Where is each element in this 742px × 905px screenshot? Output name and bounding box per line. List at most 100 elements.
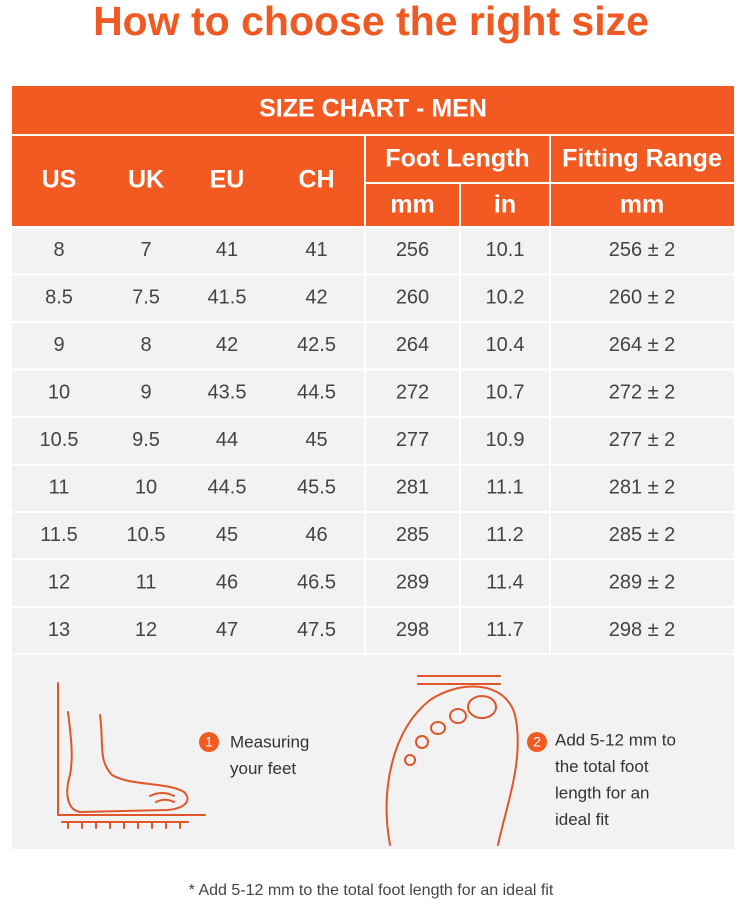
cell: 47 [216,619,238,641]
cell: 298 ± 2 [609,619,676,641]
cell: 10.9 [486,429,525,451]
column-header: US [42,166,77,194]
cell: 8 [53,239,64,261]
cell: 43.5 [208,382,247,404]
row-bg [12,228,734,274]
cell: 11.2 [486,524,523,546]
cell: 10.7 [486,382,525,404]
header-bg [12,136,734,226]
page-title: How to choose the right size [93,0,649,44]
step-text: length for an [555,783,650,802]
cell: 11.7 [486,619,523,641]
cell: 45 [216,524,238,546]
steps: 1 Measuring your feet 2 Add 5-12 mm to the to… [199,730,676,829]
cell: 45.5 [297,477,336,499]
step-badge [199,732,219,752]
cell: 41 [305,239,327,261]
cell: 46 [216,572,238,594]
cell: 46 [305,524,327,546]
column-group-header: Fitting Range [562,145,722,173]
cell: 260 ± 2 [609,287,676,309]
cell: 41 [216,239,238,261]
step-number: 2 [533,734,541,750]
cell: 10 [135,477,157,499]
cell: 11.1 [486,477,523,499]
row-bg [12,513,734,559]
step-text: ideal fit [555,810,609,829]
cell: 281 ± 2 [609,477,676,499]
cell: 7 [140,239,151,261]
size-table: SIZE CHART - MEN US UK EU CH Foot Length mm in F… [12,86,734,654]
cell: 12 [135,619,157,641]
illustration-panel [12,655,734,849]
cell: 11 [136,572,157,594]
cell: 260 [396,287,429,309]
cell: 45 [305,429,327,451]
cell: 9 [53,334,64,356]
step-badge [527,732,547,752]
cell: 256 ± 2 [609,239,676,261]
column-header: EU [210,166,245,194]
cell: 264 [396,334,429,356]
side-foot-drawing [57,682,206,829]
cell: 41.5 [208,287,247,309]
row-bg [12,465,734,511]
cell: 285 ± 2 [609,524,676,546]
step-text: your feet [230,759,296,778]
column-header: CH [298,166,334,194]
cell: 42 [305,287,327,309]
cell: 11 [49,477,70,499]
cell: 256 [396,239,429,261]
cell: 289 [396,572,429,594]
cell: 264 ± 2 [609,334,676,356]
cell: 42.5 [297,334,336,356]
cell: 42 [216,334,238,356]
cell: 9 [140,382,151,404]
cell: 7.5 [132,287,160,309]
footnote: * Add 5-12 mm to the total foot length f… [189,882,554,899]
row-bg [12,608,734,654]
cell: 289 ± 2 [609,572,676,594]
cell: 8 [140,334,151,356]
row-bg [12,323,734,369]
row-bg [12,275,734,321]
cell: 272 ± 2 [609,382,676,404]
cell: 9.5 [132,429,160,451]
step-text: Measuring [230,732,309,751]
cell: 10 [48,382,70,404]
cell: 10.5 [127,524,166,546]
cell: 47.5 [297,619,336,641]
cell: 298 [396,619,429,641]
row-bg [12,560,734,606]
cell: 277 ± 2 [609,429,676,451]
cell: 10.2 [486,287,525,309]
cell: 13 [48,619,70,641]
column-group-header: Foot Length [385,145,529,173]
cell: 10.5 [40,429,79,451]
cell: 11.4 [486,572,523,594]
cell: 44.5 [297,382,336,404]
cell: 46.5 [297,572,336,594]
column-header: UK [128,166,164,194]
cell: 11.5 [40,524,77,546]
top-foot-drawing [385,675,519,846]
table-caption: SIZE CHART - MEN [259,95,487,123]
caption-bg [12,86,734,134]
step-text: the total foot [555,757,649,776]
cell: 272 [396,382,429,404]
row-bg [12,418,734,464]
unit-header: mm [620,191,664,219]
cell: 12 [48,572,70,594]
unit-header: in [494,191,516,219]
cell: 44 [216,429,238,451]
step-text: Add 5-12 mm to [555,730,676,749]
unit-header: mm [390,191,434,219]
cell: 10.4 [486,334,525,356]
cell: 8.5 [45,287,73,309]
row-bg [12,370,734,416]
cell: 285 [396,524,429,546]
cell: 10.1 [486,239,525,261]
cell: 44.5 [208,477,247,499]
step-number: 1 [205,734,213,750]
